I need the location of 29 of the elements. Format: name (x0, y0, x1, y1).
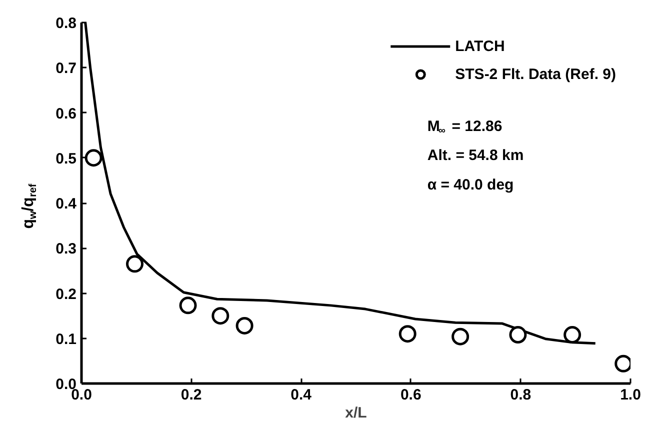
point (236, 317, 254, 334)
legend-label: LATCH (455, 38, 505, 54)
point (564, 326, 582, 344)
x-tick-label: 0.2 (180, 386, 202, 404)
x-tick-label: 0.4 (290, 386, 312, 404)
x-tick-label: 0.6 (400, 386, 422, 404)
annotation: M∞ = 12.86 (427, 118, 502, 136)
y-tick-label: 0.8 (56, 15, 77, 32)
point (126, 255, 144, 273)
y-tick-label: 0.7 (56, 60, 77, 78)
legend-label: STS-2 Flt. Data (Ref. 9) (455, 66, 616, 82)
x-tick-label: 0.8 (510, 386, 532, 404)
point (212, 307, 230, 325)
annotation: Alt. = 54.8 km (427, 147, 524, 164)
point (509, 326, 527, 344)
point (398, 325, 416, 343)
y-tick-label: 0.3 (56, 240, 77, 258)
point (84, 149, 102, 167)
y-axis-title: qw/qref (20, 183, 39, 229)
y-tick-label: 0.5 (56, 150, 77, 168)
annotation: α = 40.0 deg (427, 176, 514, 194)
y-tick-label: 0.2 (56, 286, 77, 303)
y-tick-label: 0.4 (56, 196, 78, 212)
y-tick-label: 0.6 (56, 105, 77, 122)
point (452, 328, 470, 346)
y-tick-label: 0.1 (56, 330, 77, 348)
point (179, 296, 197, 314)
x-tick-label: 1.0 (620, 386, 641, 404)
x-axis-title: x/L (345, 404, 367, 422)
